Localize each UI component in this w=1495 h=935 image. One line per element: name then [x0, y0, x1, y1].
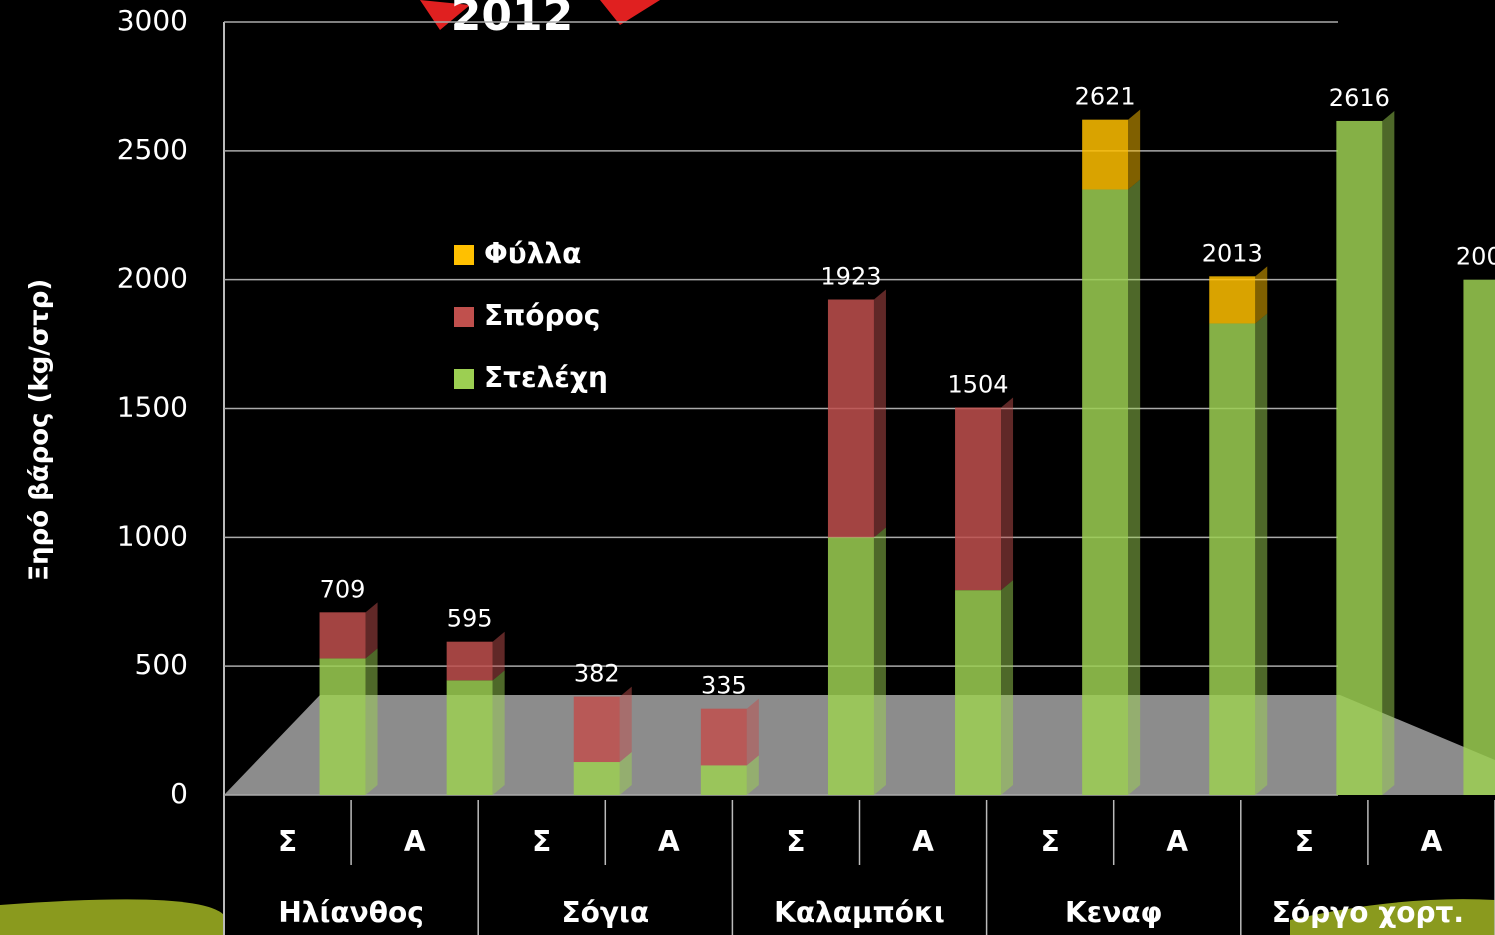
data-label: 335	[701, 672, 747, 700]
data-label: 2616	[1329, 84, 1390, 112]
y-tick-label: 1000	[117, 519, 188, 552]
x-tick-label: Σ	[1295, 825, 1314, 858]
bar-side	[1255, 313, 1267, 795]
data-label: 382	[574, 660, 620, 688]
bar-side	[1128, 110, 1140, 190]
page: 2012 Ξηρό βάρος (kg/στρ) 0 500 1000 1500 200…	[0, 0, 1495, 935]
x-tick-label: Α	[404, 825, 426, 858]
group-label: Κεναφ	[1065, 896, 1163, 929]
data-label: 595	[447, 605, 493, 633]
x-tick-label: Σ	[786, 825, 805, 858]
y-tick-label: 500	[135, 648, 188, 681]
bar-segment	[955, 407, 1001, 590]
bar-segment	[447, 680, 493, 795]
data-label: 709	[320, 575, 366, 603]
group-label: Ηλίανθος	[278, 896, 423, 929]
bar-segment	[1209, 276, 1255, 323]
y-tick-label: 3000	[117, 4, 188, 37]
bar-side	[1255, 266, 1267, 323]
bar-segment	[1463, 280, 1495, 795]
bar-segment	[955, 590, 1001, 795]
bar-segment	[447, 642, 493, 681]
group-label: Καλαμπόκι	[774, 896, 945, 929]
data-label: 2013	[1202, 239, 1263, 267]
bar-side	[874, 527, 886, 795]
data-label: 1923	[820, 263, 881, 291]
bar-segment	[574, 697, 620, 762]
bar-segment	[701, 709, 747, 766]
bar-side	[366, 648, 378, 795]
bar-side	[1382, 111, 1394, 795]
bar-segment	[320, 658, 366, 795]
x-tick-label: Α	[1421, 825, 1443, 858]
bar-segment	[828, 300, 874, 538]
bar-segment	[828, 537, 874, 795]
bar-segment	[1082, 189, 1128, 795]
bar-side	[874, 290, 886, 538]
legend-label: Σπόρος	[484, 299, 600, 332]
y-tick-label: 2500	[117, 133, 188, 166]
x-tick-label: Α	[658, 825, 680, 858]
bar-segment	[574, 762, 620, 795]
data-label: 2621	[1075, 83, 1136, 111]
chart: 2012 Ξηρό βάρος (kg/στρ) 0 500 1000 1500 200…	[0, 0, 1495, 935]
bar-side	[1001, 397, 1013, 590]
data-label: 2000	[1456, 243, 1495, 271]
bar-segment	[320, 612, 366, 658]
data-label: 1504	[948, 370, 1009, 398]
bar-segment	[701, 765, 747, 795]
decor	[0, 899, 224, 935]
y-tick-label: 1500	[117, 391, 188, 424]
y-axis-label: Ξηρό βάρος (kg/στρ)	[25, 279, 55, 582]
x-tick-label: Α	[912, 825, 934, 858]
legend-label: Στελέχη	[484, 361, 608, 394]
bar-side	[1128, 179, 1140, 795]
group-label: Σόργο χορτ.	[1272, 896, 1464, 929]
bar-side	[747, 699, 759, 766]
x-tick-label: Σ	[532, 825, 551, 858]
legend-swatch	[454, 245, 474, 265]
bar-side	[1001, 580, 1013, 795]
legend-swatch	[454, 307, 474, 327]
legend-swatch	[454, 369, 474, 389]
bar-segment	[1082, 120, 1128, 190]
bar-side	[493, 670, 505, 795]
y-tick-label: 2000	[117, 262, 188, 295]
x-tick-label: Α	[1166, 825, 1188, 858]
group-label: Σόγια	[562, 896, 650, 929]
y-tick-label: 0	[170, 777, 188, 810]
bar-segment	[1209, 323, 1255, 795]
legend-label: Φύλλα	[484, 237, 581, 270]
bar-segment	[1336, 121, 1382, 795]
bar-side	[620, 687, 632, 762]
chart-title: 2012	[451, 0, 573, 41]
x-tick-label: Σ	[278, 825, 297, 858]
x-tick-label: Σ	[1041, 825, 1060, 858]
